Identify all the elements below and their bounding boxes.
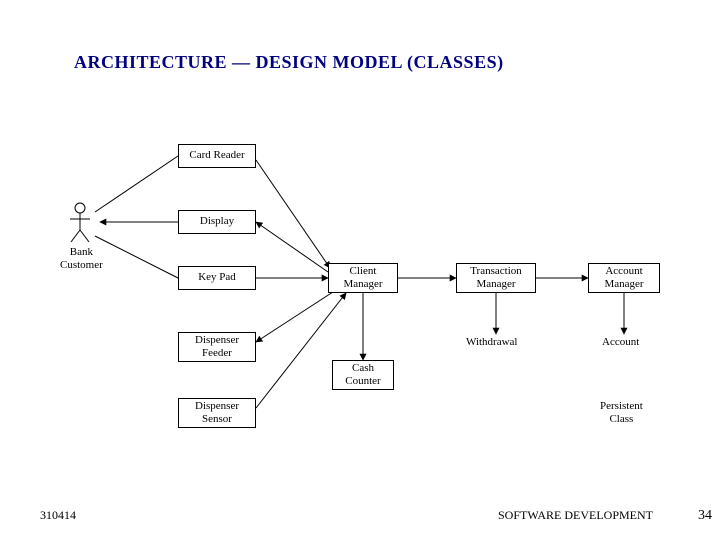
class-withdrawal: Withdrawal <box>466 336 517 349</box>
box-transaction-manager: TransactionManager <box>456 263 536 293</box>
box-dispenser-sensor: DispenserSensor <box>178 398 256 428</box>
footer-left: 310414 <box>40 508 76 523</box>
footer-right: SOFTWARE DEVELOPMENT <box>498 508 653 523</box>
page-title: ARCHITECTURE — DESIGN MODEL (CLASSES) <box>74 52 504 73</box>
box-cash-counter: CashCounter <box>332 360 394 390</box>
page-number: 34 <box>698 508 712 524</box>
box-account-manager: AccountManager <box>588 263 660 293</box>
person-icon <box>69 202 91 244</box>
box-key-pad: Key Pad <box>178 266 256 290</box>
actor-label: BankCustomer <box>60 246 103 272</box>
actor-bank-customer <box>69 202 91 244</box>
box-dispenser-feeder: DispenserFeeder <box>178 332 256 362</box>
box-client-manager: ClientManager <box>328 263 398 293</box>
box-card-reader: Card Reader <box>178 144 256 168</box>
class-persistent: PersistentClass <box>600 400 643 426</box>
box-display: Display <box>178 210 256 234</box>
class-account: Account <box>602 336 639 349</box>
